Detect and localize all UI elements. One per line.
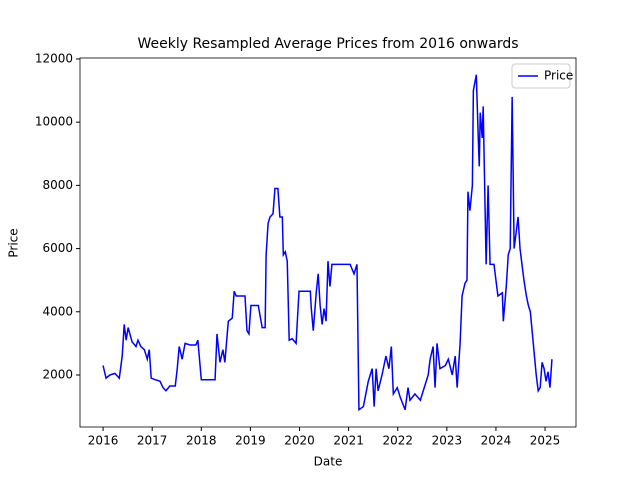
x-tick-label: 2017 — [137, 434, 168, 448]
x-tick-label: 2020 — [284, 434, 315, 448]
plot-frame — [79, 57, 577, 428]
x-tick-label: 2019 — [235, 434, 266, 448]
legend-label: Price — [544, 69, 573, 83]
y-tick-label: 2000 — [42, 367, 73, 381]
x-tick-label: 2024 — [481, 434, 512, 448]
chart-title: Weekly Resampled Average Prices from 201… — [137, 36, 518, 52]
x-tick-label: 2021 — [333, 434, 364, 448]
legend-box — [511, 63, 571, 89]
y-axis-label: Price — [7, 228, 21, 257]
x-axis-label: Date — [314, 455, 343, 469]
x-tick-label: 2022 — [382, 434, 413, 448]
y-tick-label: 4000 — [42, 304, 73, 318]
y-tick-label: 6000 — [42, 241, 73, 255]
y-tick-label: 12000 — [35, 51, 73, 65]
x-tick-label: 2016 — [88, 434, 119, 448]
price-line — [102, 74, 553, 412]
x-tick-label: 2023 — [432, 434, 463, 448]
y-tick-label: 8000 — [42, 178, 73, 192]
x-tick-label: 2025 — [530, 434, 561, 448]
y-tick-label: 10000 — [35, 115, 73, 129]
x-tick-label: 2018 — [186, 434, 217, 448]
